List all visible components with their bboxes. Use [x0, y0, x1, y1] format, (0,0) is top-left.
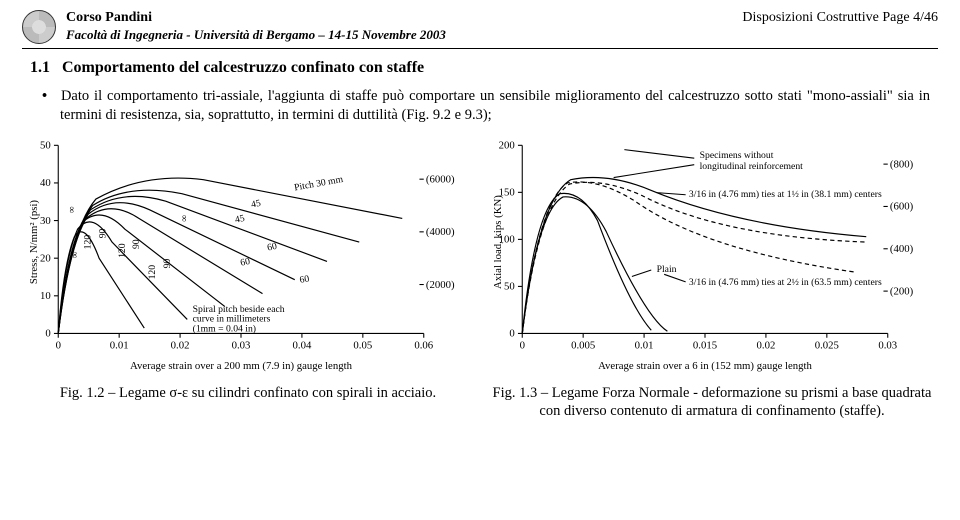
svg-text:0.01: 0.01 — [110, 340, 129, 352]
university-seal-icon — [22, 10, 56, 44]
svg-text:90: 90 — [162, 259, 173, 269]
svg-text:∞: ∞ — [66, 207, 77, 214]
svg-text:(6000): (6000) — [426, 174, 455, 186]
svg-text:0.015: 0.015 — [693, 340, 717, 352]
svg-text:(200): (200) — [890, 286, 914, 298]
annot-plain: Plain — [657, 264, 677, 275]
ylabel-right: Axial load, kips (KN) — [492, 195, 504, 289]
bullet-marker: • — [42, 87, 56, 106]
svg-text:(400): (400) — [890, 243, 914, 255]
svg-text:0: 0 — [56, 340, 61, 352]
page-indicator: Disposizioni Costruttive Page 4/46 — [742, 10, 938, 26]
svg-text:0.005: 0.005 — [571, 340, 595, 352]
svg-text:0.03: 0.03 — [232, 340, 251, 352]
svg-text:120: 120 — [147, 265, 158, 280]
legend-top2: longitudinal reinforcement — [700, 161, 804, 172]
svg-text:50: 50 — [504, 281, 515, 293]
section-heading: 1.1 Comportamento del calcestruzzo confi… — [30, 59, 938, 77]
svg-text:0.02: 0.02 — [757, 340, 776, 352]
section-number: 1.1 — [30, 59, 50, 76]
page-header: Corso Pandini Facoltà di Ingegneria - Un… — [22, 10, 938, 49]
annot-2: 3/16 in (4.76 mm) ties at 2½ in (63.5 mm… — [689, 277, 882, 288]
axial-load-chart: 050100150200 00.0050.010.0150.020.0250.0… — [490, 133, 920, 378]
caption-left: Fig. 1.2 – Legame σ-ε su cilindri confin… — [60, 384, 436, 402]
svg-text:10: 10 — [40, 290, 51, 302]
svg-text:0: 0 — [509, 328, 514, 340]
section-title-text: Comportamento del calcestruzzo confinato… — [62, 59, 424, 76]
svg-text:∞: ∞ — [179, 215, 190, 222]
svg-text:90: 90 — [98, 229, 109, 239]
figure-right: 050100150200 00.0050.010.0150.020.0250.0… — [490, 133, 934, 420]
svg-text:40: 40 — [40, 177, 51, 189]
svg-text:(4000): (4000) — [426, 226, 455, 238]
svg-text:0.01: 0.01 — [635, 340, 654, 352]
legend-top1: Specimens without — [700, 150, 774, 161]
svg-text:0.02: 0.02 — [171, 340, 190, 352]
svg-text:120: 120 — [117, 243, 128, 258]
svg-text:45: 45 — [250, 198, 262, 211]
xlabel-right: Average strain over a 6 in (152 mm) gaug… — [598, 360, 812, 372]
header-text-block: Corso Pandini Facoltà di Ingegneria - Un… — [66, 10, 712, 43]
svg-text:30: 30 — [40, 215, 51, 227]
svg-text:50: 50 — [40, 140, 51, 152]
bullet-paragraph: • Dato il comportamento tri-assiale, l'a… — [60, 87, 930, 125]
svg-text:(600): (600) — [890, 201, 914, 213]
svg-text:Pitch 30 mm: Pitch 30 mm — [293, 174, 344, 193]
xlabel-left: Average strain over a 200 mm (7.9 in) ga… — [130, 360, 353, 372]
svg-text:(2000): (2000) — [426, 279, 455, 291]
svg-text:200: 200 — [499, 140, 515, 152]
faculty-line: Facoltà di Ingegneria - Università di Be… — [66, 27, 712, 43]
svg-text:(800): (800) — [890, 159, 914, 171]
stress-strain-chart: 0 10 20 30 40 50 0 0.01 0.02 0.03 0.04 0.05 0.06 (6… — [26, 133, 456, 378]
course-title: Corso Pandini — [66, 10, 712, 26]
svg-text:45: 45 — [234, 213, 246, 226]
svg-text:60: 60 — [299, 274, 311, 287]
caption-right: Fig. 1.3 – Legame Forza Normale - deform… — [490, 384, 934, 420]
svg-text:∞: ∞ — [70, 252, 81, 259]
annot-1: 3/16 in (4.76 mm) ties at 1½ in (38.1 mm… — [689, 189, 882, 200]
figure-left-chart: 0 10 20 30 40 50 0 0.01 0.02 0.03 0.04 0.05 0.06 (6… — [26, 133, 470, 378]
svg-text:0: 0 — [45, 328, 50, 340]
svg-text:90: 90 — [131, 239, 142, 249]
note3: (1mm = 0.04 in) — [193, 324, 256, 335]
ylabel-left: Stress, N/mm² (psi) — [28, 200, 40, 285]
svg-text:0.05: 0.05 — [353, 340, 372, 352]
svg-text:0.04: 0.04 — [293, 340, 312, 352]
svg-text:0.06: 0.06 — [414, 340, 433, 352]
figures-row: 0 10 20 30 40 50 0 0.01 0.02 0.03 0.04 0.05 0.06 (6… — [26, 133, 934, 420]
figure-left: 0 10 20 30 40 50 0 0.01 0.02 0.03 0.04 0.05 0.06 (6… — [26, 133, 470, 420]
svg-text:0.025: 0.025 — [815, 340, 839, 352]
svg-text:0.03: 0.03 — [878, 340, 897, 352]
figure-right-chart: 050100150200 00.0050.010.0150.020.0250.0… — [490, 133, 934, 378]
svg-text:120: 120 — [83, 235, 94, 250]
svg-text:0: 0 — [520, 340, 525, 352]
svg-text:20: 20 — [40, 253, 51, 265]
bullet-text: Dato il comportamento tri-assiale, l'agg… — [60, 88, 930, 123]
